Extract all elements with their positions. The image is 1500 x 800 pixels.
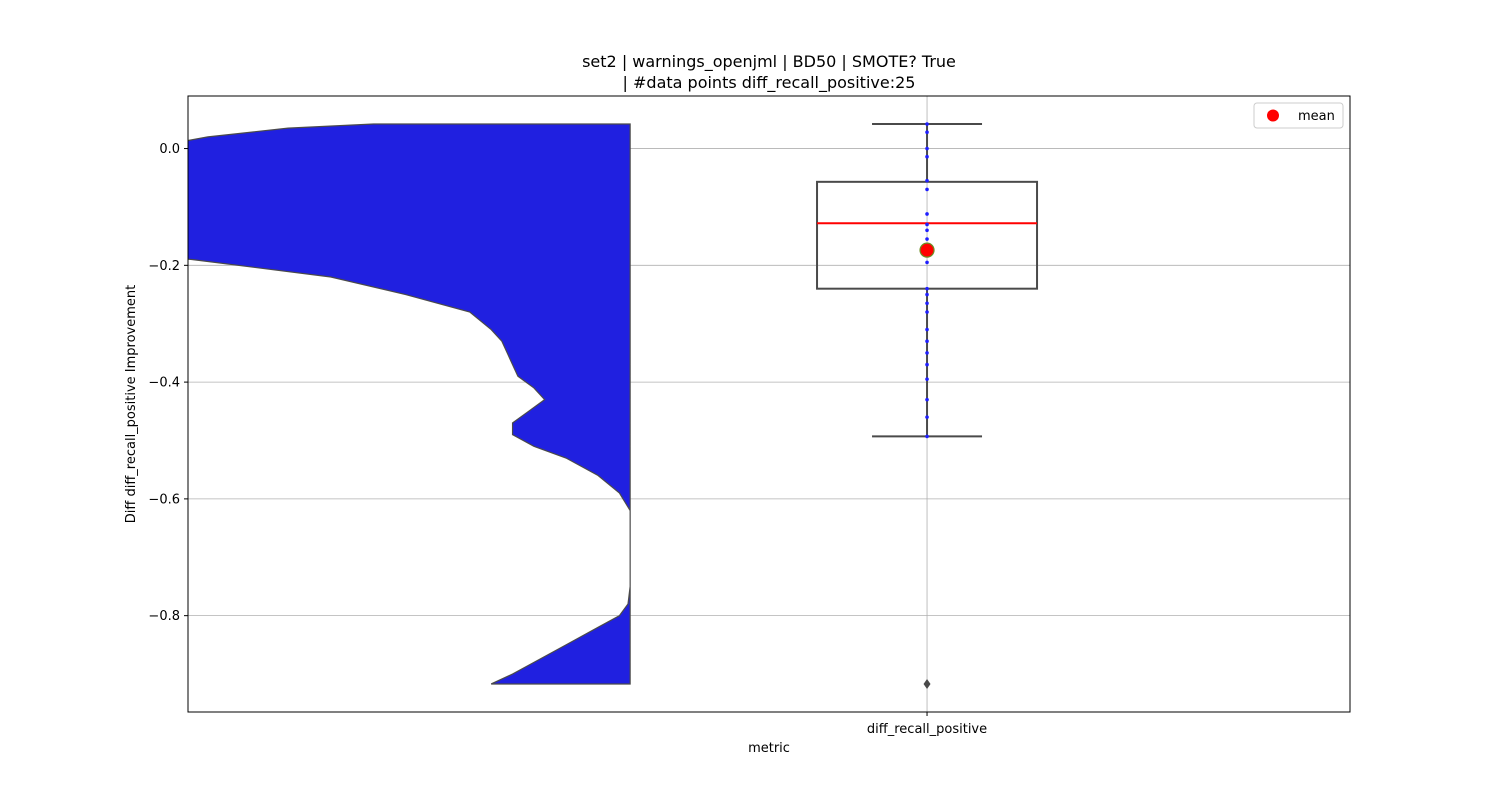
data-point	[925, 237, 929, 241]
data-point	[925, 310, 929, 314]
data-point	[925, 362, 929, 367]
legend-mean-marker	[1267, 109, 1279, 122]
data-point	[925, 397, 929, 402]
plot-frame	[187, 95, 1351, 713]
data-point	[925, 154, 929, 159]
data-point	[925, 212, 929, 216]
data-point	[925, 260, 929, 265]
x-axis-label: metric	[748, 741, 790, 756]
data-point	[925, 377, 929, 381]
y-axis-label: Diff diff_recall_positive Improvement	[124, 285, 139, 524]
violin-shape	[188, 123, 631, 685]
data-point	[925, 301, 929, 306]
legend-box	[1253, 102, 1344, 129]
y-tick-label: −0.6	[148, 492, 180, 507]
data-point	[925, 327, 929, 332]
legend: mean	[1253, 102, 1344, 129]
mean-marker	[919, 242, 935, 258]
data-point	[925, 222, 929, 227]
y-tick-label: −0.4	[148, 376, 180, 391]
chart-title-line2: | #data points diff_recall_positive:25	[623, 73, 916, 93]
outlier-marker	[923, 678, 931, 689]
data-point	[925, 415, 929, 419]
data-point	[925, 146, 929, 151]
data-point	[925, 339, 929, 344]
y-tick-label: −0.8	[148, 609, 180, 624]
data-point	[925, 434, 929, 439]
y-axis: 0.0 −0.2 −0.4 −0.6 −0.8	[148, 142, 928, 716]
data-point	[925, 122, 929, 126]
data-point	[925, 187, 929, 192]
y-tick-label: −0.2	[148, 259, 180, 274]
data-point	[925, 351, 929, 355]
data-point	[925, 228, 929, 233]
data-point	[925, 292, 929, 297]
data-point	[925, 130, 929, 135]
chart-title-line1: set2 | warnings_openjml | BD50 | SMOTE? …	[582, 52, 956, 72]
x-tick-label: diff_recall_positive	[867, 722, 987, 737]
data-point	[925, 178, 929, 183]
plot-area	[188, 96, 1350, 712]
data-point	[925, 286, 929, 291]
legend-label: mean	[1298, 109, 1335, 124]
y-tick-label: 0.0	[159, 142, 180, 157]
